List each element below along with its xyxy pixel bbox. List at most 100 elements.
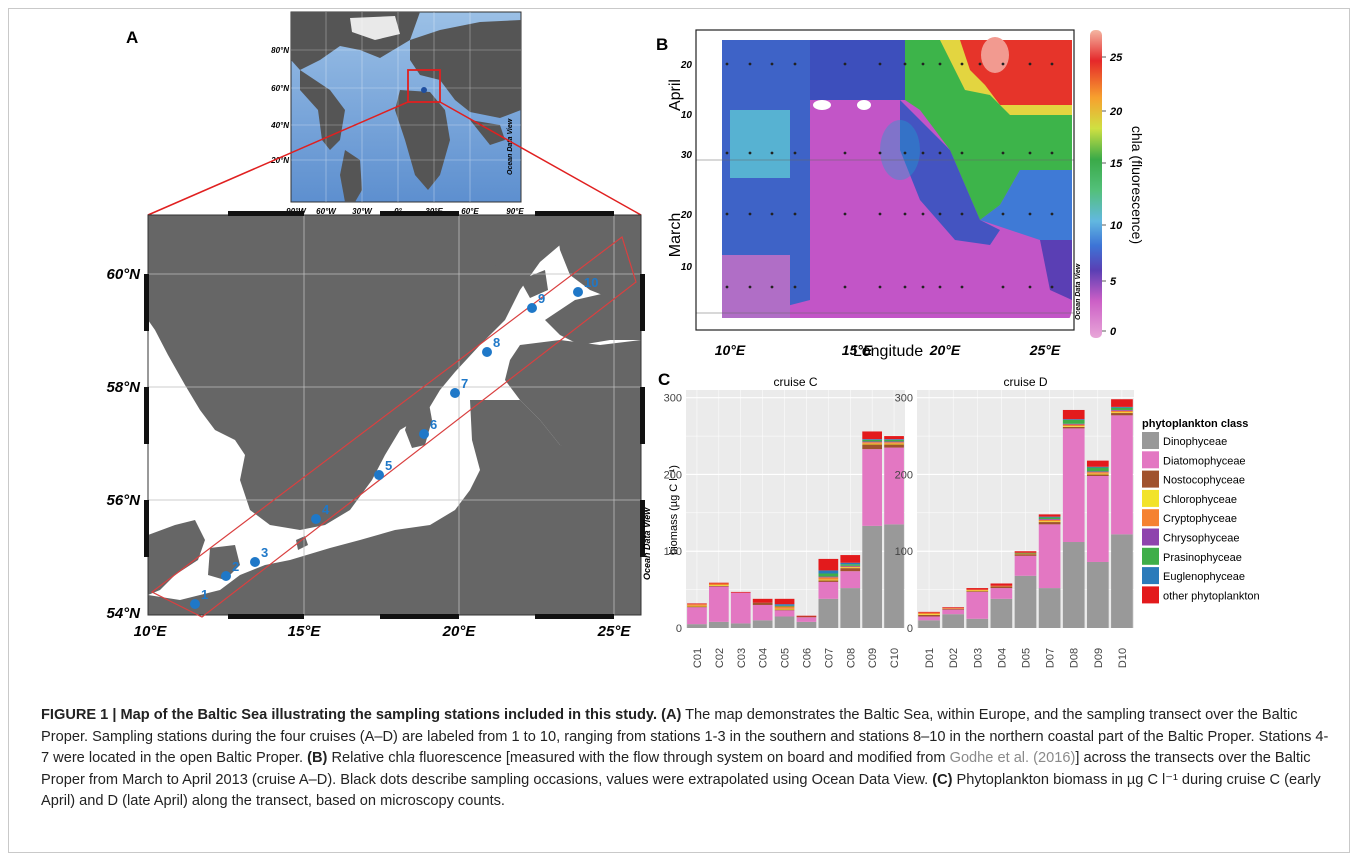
bar-segment — [840, 571, 861, 589]
colorbar-tick: 5 — [1110, 276, 1117, 288]
bar-segment — [942, 609, 965, 615]
caption-c-text: Phytoplankton biomass in µg C l⁻¹ during… — [41, 771, 1321, 810]
bar-segment — [966, 591, 989, 592]
station-marker — [190, 599, 200, 609]
bar-segment — [840, 566, 861, 568]
station-marker — [419, 429, 429, 439]
station-label: 3 — [261, 545, 268, 560]
bar-segment — [687, 603, 707, 605]
sampling-dot — [1050, 285, 1054, 289]
sampling-dot — [770, 62, 774, 66]
x-tick-label: D04 — [996, 648, 1008, 668]
x-tick-label: D08 — [1069, 648, 1081, 668]
sampling-dot — [960, 62, 964, 66]
station-label: 8 — [493, 335, 500, 350]
panel-c-ylabel: biomass (µg C l⁻¹) — [668, 465, 680, 555]
map-lat-label: 60°N — [106, 266, 141, 283]
bar-segment — [818, 570, 839, 574]
inset-lon-label: 60°W — [316, 207, 337, 216]
colorbar-tick: 0 — [1110, 326, 1117, 338]
x-tick-label: C04 — [758, 648, 770, 668]
bar-segment — [1111, 406, 1133, 408]
inset-zoom-box — [407, 69, 441, 103]
bar-segment — [708, 582, 729, 584]
sampling-dot — [921, 62, 925, 66]
x-tick-label: C02 — [714, 648, 726, 668]
legend-label: Chlorophyceae — [1163, 494, 1237, 506]
bar-segment — [752, 602, 773, 605]
station-marker — [311, 514, 321, 524]
sampling-dot — [978, 62, 982, 66]
bar-segment — [918, 614, 940, 617]
y-tick-label: 100 — [895, 546, 913, 558]
figure-caption: FIGURE 1 | Map of the Baltic Sea illustr… — [41, 705, 1331, 813]
heatmap-watermark: Ocean Data View — [1075, 263, 1082, 320]
bar-segment — [1062, 409, 1085, 420]
y-tick-label: 200 — [664, 469, 682, 481]
bar-segment — [752, 620, 773, 628]
bar-segment — [966, 588, 989, 590]
bar-segment — [942, 607, 965, 609]
colorbar-tick: 20 — [1109, 106, 1123, 118]
sampling-dot — [793, 212, 797, 216]
bar-segment — [796, 617, 817, 622]
bar-segment — [1014, 575, 1037, 628]
station-label: 4 — [322, 502, 330, 517]
heatmap-x-tick: 10°E — [715, 342, 746, 358]
x-tick-label: C01 — [692, 648, 704, 668]
y-tick-label: 200 — [895, 469, 913, 481]
legend-swatch — [1142, 509, 1159, 527]
heatmap-day-tick: 30 — [681, 150, 693, 161]
bar-segment — [774, 616, 795, 628]
caption-reference-link[interactable]: Godhe et al. (2016) — [949, 750, 1076, 766]
map-lon-label: 15°E — [288, 623, 322, 640]
station-marker — [374, 470, 384, 480]
legend-swatch — [1142, 489, 1159, 507]
heatmap-x-tick: 15°E — [842, 342, 873, 358]
panel-a-label: A — [126, 28, 138, 47]
x-tick-label: C08 — [845, 648, 857, 668]
sampling-dot — [903, 212, 907, 216]
sampling-dot — [921, 285, 925, 289]
map-lat-label: 58°N — [106, 379, 141, 396]
month-label-march: March — [667, 213, 684, 257]
bar-segment — [884, 524, 904, 628]
station-marker — [250, 557, 260, 567]
bar-segment — [752, 598, 773, 603]
bar-segment — [818, 581, 839, 599]
facet-title: cruise D — [1003, 375, 1047, 389]
zoom-line-left — [147, 101, 409, 216]
bar-segment — [942, 608, 965, 609]
bar-segment — [1062, 428, 1085, 543]
sampling-dot — [938, 62, 942, 66]
legend-label: other phytoplankton — [1163, 590, 1260, 602]
sampling-dot — [1001, 212, 1005, 216]
legend-label: Cryptophyceae — [1163, 513, 1237, 525]
inset-lon-label: 30°W — [352, 207, 373, 216]
bar-segment — [796, 621, 817, 628]
colorbar-tick: 15 — [1110, 158, 1123, 170]
bar-segment — [708, 585, 729, 587]
caption-title: FIGURE 1 | Map of the Baltic Sea illustr… — [41, 707, 658, 723]
bar-segment — [918, 612, 940, 615]
sampling-dot — [748, 62, 752, 66]
bar-segment — [1014, 551, 1037, 553]
bar-segment — [884, 439, 904, 440]
bar-segment — [884, 442, 904, 444]
caption-a-text: The map demonstrates the Baltic Sea, wit… — [41, 707, 1329, 766]
caption-b-text-2: fluorescence [measured with the flow thr… — [419, 750, 946, 766]
inset-lon-label: 60°E — [461, 207, 479, 216]
sampling-dot — [1001, 62, 1005, 66]
bar-segment — [1111, 415, 1133, 535]
heatmap-x-tick: 20°E — [929, 342, 961, 358]
bar-segment — [840, 567, 861, 569]
bar-segment — [1086, 475, 1109, 562]
colorbar-tick: 10 — [1110, 220, 1123, 232]
map-lon-label: 20°E — [442, 623, 477, 640]
x-tick-label: C06 — [801, 648, 813, 668]
legend-swatch — [1142, 567, 1159, 585]
sampling-dot — [938, 212, 942, 216]
sampling-dot — [878, 151, 882, 155]
inset-lat-label: 80°N — [271, 46, 289, 55]
bar-segment — [774, 608, 795, 610]
